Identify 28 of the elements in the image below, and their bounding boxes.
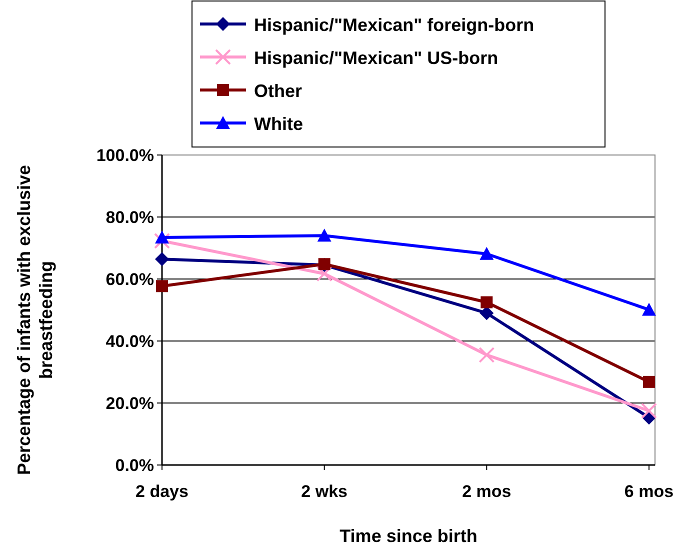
y-tick-label: 0.0% <box>115 456 154 475</box>
point <box>642 302 656 316</box>
point <box>317 228 332 242</box>
point <box>478 346 495 363</box>
point <box>480 296 493 308</box>
legend-label: Hispanic/"Mexican" US-born <box>254 48 498 68</box>
y-axis-title: Percentage of infants with exclusive breastfeeding <box>14 164 56 476</box>
y-tick-label: 40.0% <box>106 332 154 351</box>
point <box>641 402 657 419</box>
legend-label: Hispanic/"Mexican" foreign-born <box>254 15 534 35</box>
x-axis-title: Time since birth <box>340 526 478 546</box>
x-tick-label: 2 days <box>136 482 188 501</box>
point <box>156 280 168 292</box>
legend-label: White <box>254 114 303 134</box>
y-tick-label: 60.0% <box>106 270 154 289</box>
point <box>316 266 332 282</box>
x-tick-label: 6 mos <box>624 482 674 501</box>
y-tick-label: 20.0% <box>106 394 154 413</box>
y-tick-label: 80.0% <box>106 208 154 227</box>
point <box>155 230 169 244</box>
y-tick-label: 100.0% <box>96 146 154 165</box>
x-tick-label: 2 mos <box>462 482 512 501</box>
point <box>480 306 494 320</box>
point <box>480 246 494 260</box>
x-tick-label: 2 wks <box>301 482 348 501</box>
legend-label: Other <box>254 81 302 101</box>
point <box>643 376 655 388</box>
point <box>155 252 169 266</box>
